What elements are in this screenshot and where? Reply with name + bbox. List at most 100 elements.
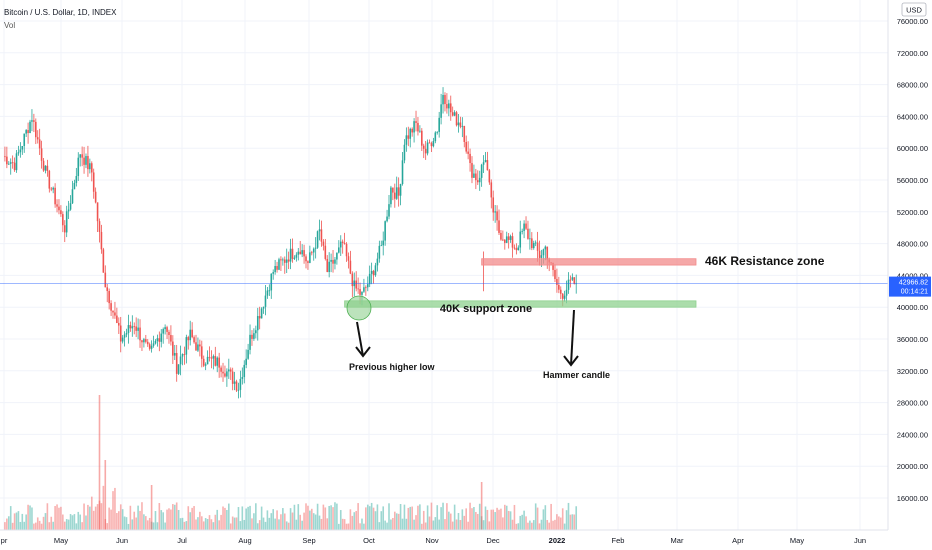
x-tick-label: Apr [732,536,744,545]
volume-bar [467,521,469,530]
volume-bar [382,506,385,530]
volume-bar [380,511,383,530]
volume-bar [89,506,91,530]
volume-bar [388,503,390,530]
volume-bar [407,507,410,530]
volume-bar [71,515,74,530]
volume-bar [255,503,257,530]
candle [56,204,58,207]
candle [152,343,155,346]
higher-low-arrow [356,321,364,357]
volume-bar [494,512,496,530]
candle [455,112,458,126]
volume-bar [544,505,547,530]
volume-bar [386,522,388,530]
volume-bar [137,505,139,530]
candle [185,337,188,355]
volume-bar [27,504,29,530]
volume-bar [245,508,247,530]
candle [189,329,192,341]
candle [48,170,51,189]
volume-bar [287,522,290,530]
candle [299,251,302,255]
y-tick-label: 36000.00 [897,335,928,344]
volume-bar [172,504,174,530]
volume-bar [256,523,259,530]
volume-bar [162,512,164,530]
volume-bar [322,504,325,530]
candle [457,122,460,126]
candle [65,211,68,233]
candle [301,250,303,255]
volume-bar [214,514,217,530]
volume-bar [355,510,357,530]
volume-bar [156,522,159,530]
higher-low-arrow-head [355,346,371,358]
volume-bar [154,511,157,530]
volume-bar [336,503,338,530]
x-tick-label: Feb [612,536,625,545]
candle [87,156,89,170]
candle [170,335,172,342]
candle [413,121,415,133]
volume-bar [521,514,523,530]
volume-bar [166,509,168,530]
volume-bar [392,517,394,530]
volume-bar [108,507,110,530]
candle [449,103,452,113]
volume-bar [442,502,444,530]
volume-bar [353,512,356,530]
candle [368,273,371,285]
candle [146,341,149,345]
candle [409,128,412,139]
volume-bar [92,510,95,530]
candle [46,165,49,171]
volume-bar [114,487,116,530]
price-axis[interactable]: 16000.00 20000.00 24000.00 28000.00 32000.00… [887,0,932,550]
candle [197,344,199,351]
candle [372,270,375,276]
volume-bar [282,508,284,530]
candle [311,252,313,254]
volume-bar [305,503,307,530]
volume-bar [87,504,89,530]
candle [177,364,180,374]
volume-bar [573,514,576,530]
volume-bar [35,522,37,530]
volume-bar [283,513,286,530]
candle [291,248,294,259]
time-axis[interactable]: pr May Jun Jul Aug Sep Oct Nov Dec 2022 Feb Mar Apr M… [0,529,888,545]
volume-bar [260,506,263,530]
volume-bar [446,503,448,530]
volume-bar [393,511,396,530]
volume-bar [424,522,427,530]
candle [426,142,429,154]
volume-bar [62,514,64,530]
candle [467,151,469,154]
candle [366,284,369,288]
volume-bar [384,520,386,530]
volume-bar [453,504,456,530]
candle [60,210,62,215]
volume-bar [44,513,47,530]
candle [388,204,390,217]
currency-badge-text: USD [906,6,922,15]
candle [100,231,103,250]
candle [476,180,479,183]
volume-bar [332,507,334,530]
candle [531,238,533,249]
candle [397,187,400,196]
candle [316,231,319,248]
volume-bar [133,511,136,530]
volume-bar [301,520,303,530]
volume-label: Vol [4,21,16,30]
candle [318,229,321,232]
volume-bar [430,502,433,530]
volume-bar [123,516,126,530]
volume-bar [170,509,172,530]
candle [222,371,224,374]
volume-bar [361,518,363,530]
candle [243,364,246,378]
x-tick-label: Jun [854,536,866,545]
